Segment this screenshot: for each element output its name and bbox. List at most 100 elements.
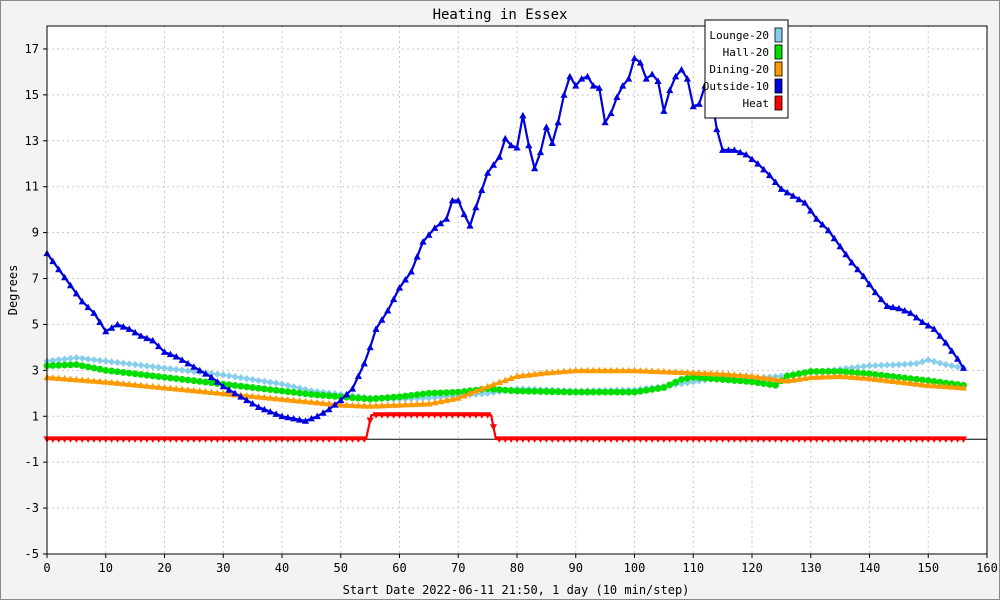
- data-point-hall-20: [736, 377, 744, 385]
- data-point-heat: [431, 412, 439, 419]
- data-point-hall-20: [660, 384, 668, 391]
- data-point-hall-20: [296, 389, 304, 397]
- data-point-outside-10: [119, 323, 127, 330]
- data-point-outside-10: [166, 350, 174, 358]
- data-point-outside-10: [589, 82, 597, 89]
- data-point-outside-10: [319, 409, 327, 416]
- data-point-outside-10: [912, 313, 921, 321]
- data-point-outside-10: [366, 343, 374, 351]
- data-point-lounge-20: [266, 378, 274, 386]
- data-point-dining-20: [519, 371, 527, 379]
- data-point-hall-20: [290, 388, 298, 396]
- data-point-heat: [924, 436, 932, 443]
- data-point-dining-20: [442, 396, 451, 404]
- data-point-dining-20: [272, 394, 280, 402]
- data-point-lounge-20: [907, 360, 915, 368]
- data-point-hall-20: [666, 381, 674, 389]
- data-point-dining-20: [448, 395, 456, 402]
- data-point-heat: [131, 436, 139, 443]
- data-point-dining-20: [160, 383, 169, 391]
- data-point-hall-20: [143, 371, 151, 379]
- data-point-hall-20: [560, 388, 568, 396]
- data-point-lounge-20: [942, 361, 950, 369]
- data-point-outside-10: [72, 289, 80, 297]
- data-point-heat: [478, 412, 486, 419]
- data-point-outside-10: [431, 224, 439, 231]
- data-point-dining-20: [560, 367, 568, 375]
- data-point-dining-20: [730, 371, 738, 378]
- x-tick-label: 120: [741, 561, 763, 575]
- data-point-heat: [202, 436, 210, 443]
- data-point-dining-20: [260, 393, 268, 401]
- data-point-outside-10: [172, 352, 180, 360]
- data-point-outside-10: [795, 195, 803, 203]
- data-point-hall-20: [401, 392, 409, 400]
- data-point-dining-20: [384, 401, 392, 409]
- data-point-outside-10: [525, 141, 533, 149]
- legend-label-heat: Heat: [743, 97, 770, 110]
- series-layer: [43, 54, 968, 443]
- data-point-hall-20: [443, 389, 450, 397]
- data-point-lounge-20: [61, 355, 69, 363]
- data-point-lounge-20: [954, 363, 962, 371]
- data-point-heat: [648, 436, 656, 443]
- data-point-outside-10: [513, 144, 521, 151]
- data-point-outside-10: [566, 72, 574, 80]
- data-point-dining-20: [865, 374, 874, 382]
- data-point-heat: [836, 436, 844, 443]
- data-point-dining-20: [554, 368, 562, 375]
- data-point-heat: [337, 436, 345, 443]
- data-point-outside-10: [648, 70, 656, 78]
- data-point-heat: [390, 412, 398, 419]
- data-point-lounge-20: [172, 365, 180, 374]
- data-point-heat: [278, 436, 286, 443]
- data-point-heat: [959, 436, 968, 443]
- data-point-heat: [413, 412, 421, 419]
- data-point-hall-20: [813, 368, 821, 375]
- data-point-hall-20: [331, 392, 339, 400]
- data-point-outside-10: [108, 324, 116, 331]
- data-point-hall-20: [672, 378, 680, 386]
- series-hall-20: [43, 361, 967, 403]
- data-point-outside-10: [578, 75, 586, 82]
- data-point-dining-20: [313, 398, 321, 406]
- data-point-dining-20: [225, 390, 233, 397]
- data-point-heat: [178, 436, 186, 443]
- data-point-dining-20: [548, 368, 556, 376]
- x-tick-label: 20: [157, 561, 171, 575]
- data-point-outside-10: [360, 359, 368, 367]
- data-point-hall-20: [202, 378, 210, 386]
- data-point-outside-10: [630, 54, 639, 62]
- data-point-outside-10: [401, 276, 409, 283]
- data-point-outside-10: [918, 318, 926, 326]
- data-point-heat: [108, 436, 116, 443]
- data-point-heat: [948, 436, 956, 443]
- data-point-heat: [654, 436, 662, 443]
- data-point-heat: [313, 436, 321, 443]
- data-point-hall-20: [648, 386, 656, 393]
- data-point-lounge-20: [155, 363, 163, 371]
- data-point-heat: [125, 436, 133, 443]
- data-point-heat: [384, 412, 392, 419]
- x-axis-label: Start Date 2022-06-11 21:50, 1 day (10 m…: [343, 583, 690, 597]
- data-point-heat: [360, 436, 368, 443]
- data-point-outside-10: [178, 356, 186, 363]
- data-point-hall-20: [196, 377, 204, 385]
- data-point-lounge-20: [918, 358, 926, 366]
- data-point-outside-10: [572, 82, 580, 89]
- data-point-outside-10: [695, 100, 703, 107]
- data-point-dining-20: [777, 376, 785, 383]
- data-point-hall-20: [566, 388, 574, 396]
- data-point-heat: [296, 436, 304, 443]
- data-point-heat: [907, 436, 915, 443]
- y-tick-label: 3: [32, 363, 39, 377]
- data-point-outside-10: [149, 336, 157, 344]
- data-point-hall-20: [525, 387, 533, 395]
- data-point-outside-10: [442, 215, 451, 222]
- data-point-heat: [672, 436, 680, 443]
- data-point-dining-20: [354, 401, 362, 409]
- legend-label-outside-10: Outside-10: [703, 80, 769, 93]
- data-point-hall-20: [801, 369, 809, 377]
